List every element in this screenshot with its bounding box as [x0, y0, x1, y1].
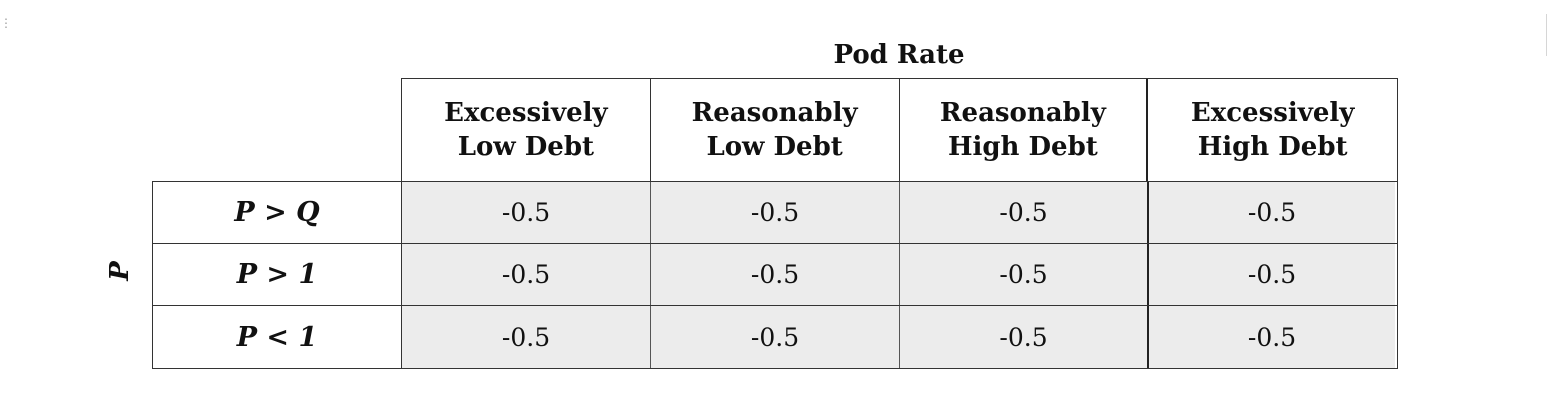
column-header-reasonably-low-debt: Reasonably Low Debt — [651, 79, 900, 181]
table-cell: -0.5 — [1149, 182, 1395, 243]
edge-divider — [1546, 14, 1547, 56]
column-header-excessively-high-debt: Excessively High Debt — [1190, 98, 1355, 162]
column-header-excessively-low-debt: Excessively Low Debt — [402, 79, 651, 181]
table-cell: -0.5 — [900, 244, 1149, 305]
column-axis-title: Pod Rate — [833, 40, 965, 70]
row-axis-title: P — [105, 261, 135, 281]
table-cell: -0.5 — [402, 182, 651, 243]
table-cell: -0.5 — [651, 182, 900, 243]
table-cell: -0.5 — [651, 244, 900, 305]
table-cell: -0.5 — [900, 306, 1149, 368]
table-cell: -0.5 — [900, 182, 1149, 243]
table-body: P > Q -0.5 -0.5 -0.5 -0.5 P > 1 -0.5 -0.… — [152, 181, 1398, 369]
row-label: P > 1 — [153, 244, 402, 305]
row-label: P < 1 — [153, 306, 402, 368]
table-row: P < 1 -0.5 -0.5 -0.5 -0.5 — [153, 306, 1397, 368]
table-cell: -0.5 — [402, 244, 651, 305]
column-header-reasonably-high-debt: Reasonably High Debt — [900, 79, 1149, 181]
table-header-row: Excessively Low Debt Reasonably Low Debt… — [401, 78, 1398, 182]
drag-handle-icon[interactable]: ⋮ — [0, 16, 12, 30]
table-row: P > 1 -0.5 -0.5 -0.5 -0.5 — [153, 244, 1397, 306]
table-cell: -0.5 — [1149, 306, 1395, 368]
table-cell: -0.5 — [402, 306, 651, 368]
table-row: P > Q -0.5 -0.5 -0.5 -0.5 — [153, 182, 1397, 244]
table-cell: -0.5 — [651, 306, 900, 368]
table-cell: -0.5 — [1149, 244, 1395, 305]
row-label: P > Q — [153, 182, 402, 243]
